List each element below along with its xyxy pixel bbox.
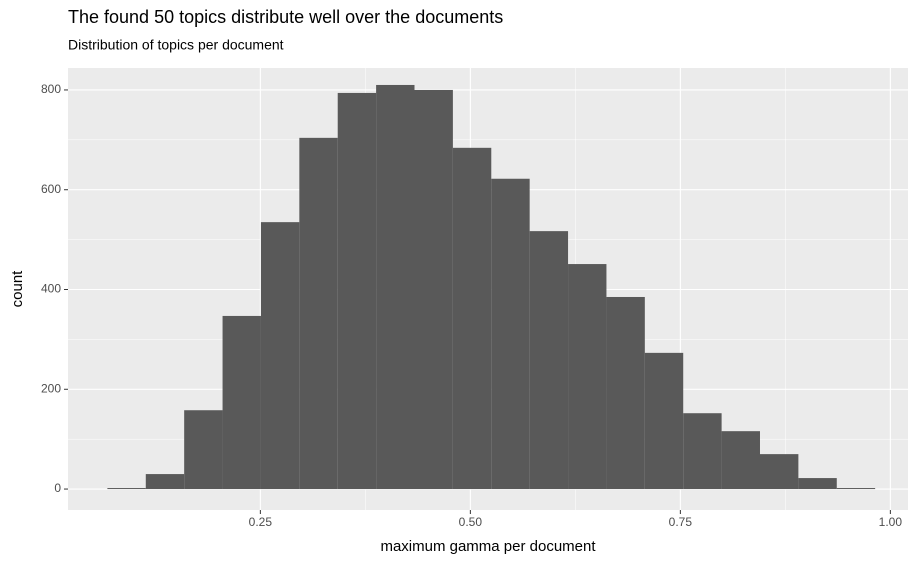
bar [836, 488, 876, 490]
x-tick-label: 0.75 [669, 515, 693, 529]
x-tick-label: 0.50 [459, 515, 483, 529]
bar [529, 231, 569, 490]
y-tick-label: 600 [41, 182, 61, 196]
bar [337, 92, 377, 490]
bar [222, 315, 261, 490]
bar [184, 410, 223, 490]
bar [491, 178, 530, 490]
bar [606, 296, 645, 490]
bar [299, 137, 338, 490]
bar [107, 488, 146, 490]
bar [721, 431, 760, 490]
bar [260, 222, 300, 490]
x-axis-label: maximum gamma per document [380, 538, 596, 555]
x-tick-label: 0.25 [249, 515, 273, 529]
chart-title: The found 50 topics distribute well over… [68, 7, 503, 27]
bar [145, 474, 185, 490]
y-tick-label: 400 [41, 282, 61, 296]
bar [644, 352, 684, 490]
chart-subtitle: Distribution of topics per document [68, 37, 284, 53]
bar [414, 89, 453, 490]
bar [759, 454, 799, 490]
bar [568, 264, 607, 490]
y-tick-label: 200 [41, 381, 61, 395]
y-axis-label: count [9, 270, 26, 308]
y-tick-label: 0 [54, 481, 61, 495]
y-tick-label: 800 [41, 82, 61, 96]
bar [683, 413, 722, 490]
x-tick-label: 1.00 [879, 515, 903, 529]
bar [452, 147, 492, 490]
bar [798, 478, 837, 490]
bar [376, 84, 415, 490]
